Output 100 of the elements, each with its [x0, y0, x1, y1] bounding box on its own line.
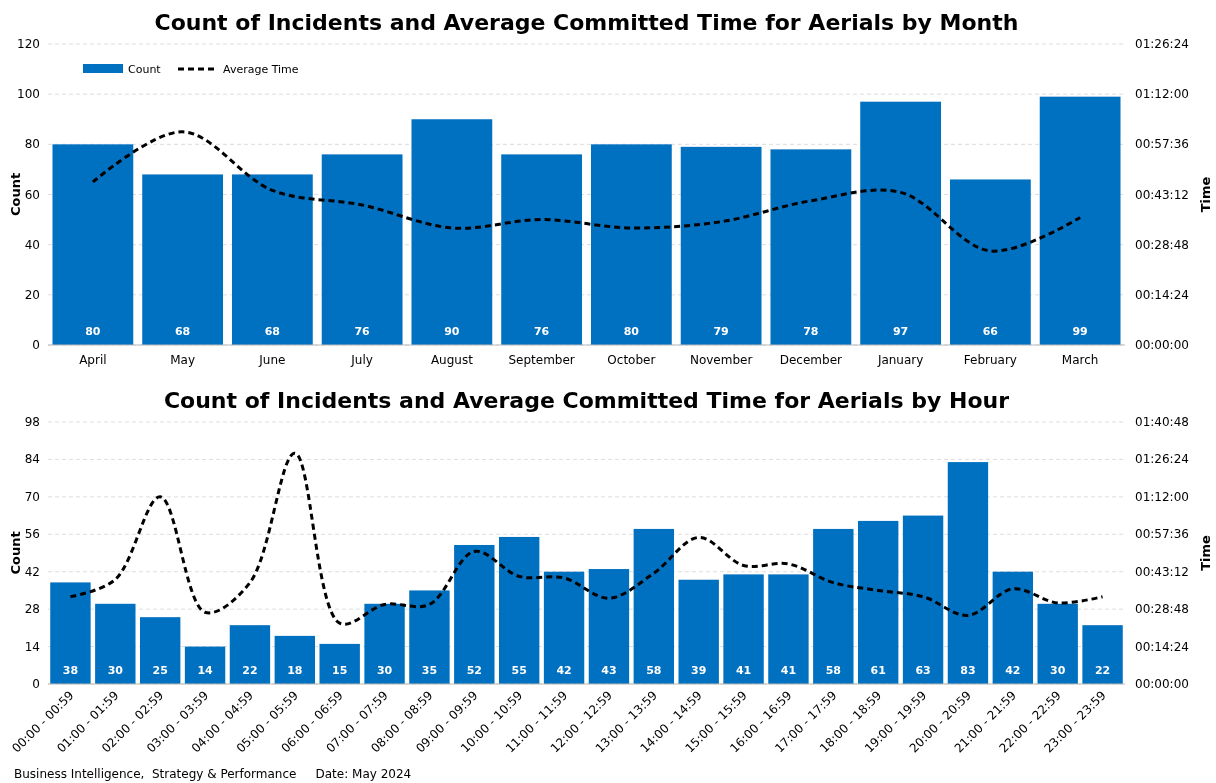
y2-tick-label: 01:26:24 [1135, 452, 1189, 467]
data-label: 41 [735, 664, 752, 677]
x-tick-label: March [1061, 353, 1099, 367]
y2-tick-label: 00:28:48 [1135, 237, 1189, 252]
legend-label: Count [128, 63, 162, 76]
bar [498, 536, 540, 684]
data-label: 58 [646, 664, 662, 677]
data-label: 35 [421, 664, 438, 677]
bar [184, 646, 226, 684]
data-label: 14 [197, 664, 214, 677]
data-label: 99 [1072, 325, 1088, 338]
y-tick-label: 84 [24, 452, 40, 467]
chart-title: Count of Incidents and Average Committed Time for Aerials by Hour [163, 388, 1010, 413]
bar [231, 174, 313, 345]
bar [857, 520, 899, 684]
chart-title: Count of Incidents and Average Committed Time for Aerials by Month [154, 10, 1019, 35]
y2-tick-label: 00:43:12 [1135, 187, 1189, 202]
data-label: 78 [803, 325, 819, 338]
y2-tick-label: 00:00:00 [1135, 338, 1189, 352]
bar [142, 174, 224, 345]
data-label: 22 [1094, 664, 1111, 677]
y2-axis-title: Time [1198, 176, 1213, 213]
data-label: 79 [713, 325, 729, 338]
y2-tick-label: 00:28:48 [1135, 602, 1189, 617]
line-series [91, 130, 1082, 253]
x-tick-label: December [779, 353, 843, 367]
data-label: 55 [511, 664, 527, 677]
data-label: 52 [466, 664, 482, 677]
y-axis-title: Count [8, 531, 23, 575]
y-tick-label: 120 [17, 37, 40, 51]
bar [768, 574, 809, 684]
line-series [68, 451, 1105, 626]
bar [409, 590, 450, 684]
data-label: 76 [533, 325, 550, 338]
bar [680, 146, 762, 345]
data-label: 18 [287, 664, 303, 677]
bar [50, 582, 91, 684]
y2-axis-title: Time [1198, 534, 1213, 571]
y-tick-label: 14 [24, 639, 40, 654]
bar [321, 154, 403, 345]
data-label: 15 [332, 664, 348, 677]
x-tick-label: November [689, 353, 753, 367]
y-tick-label: 60 [24, 187, 40, 202]
y2-tick-label: 00:43:12 [1135, 564, 1189, 579]
y2-tick-label: 00:57:36 [1135, 137, 1189, 152]
bar [1039, 96, 1121, 345]
legend-label: Average Time [223, 63, 299, 76]
y-tick-label: 100 [17, 87, 40, 102]
data-label: 43 [601, 664, 617, 677]
bar [274, 635, 316, 684]
data-label: 63 [915, 664, 931, 677]
bar [949, 179, 1031, 345]
y2-tick-label: 01:26:24 [1135, 37, 1189, 51]
bar [52, 144, 134, 345]
y-tick-label: 0 [32, 677, 40, 691]
x-tick-label: August [430, 353, 474, 367]
data-label: 41 [780, 664, 797, 677]
data-label: 76 [354, 325, 371, 338]
data-label: 80 [85, 325, 101, 338]
data-label: 42 [1005, 664, 1021, 677]
y-tick-label: 28 [24, 602, 40, 617]
data-label: 30 [107, 664, 124, 677]
data-label: 25 [152, 664, 168, 677]
bar [902, 515, 944, 684]
bar [992, 571, 1034, 684]
bar [813, 528, 854, 684]
bar [1082, 625, 1123, 684]
text: Business Intelligence, Strategy & Performance Date: May 2024 [14, 767, 412, 781]
bar [229, 625, 271, 684]
x-tick-label: January [876, 353, 924, 367]
x-tick-label: June [258, 353, 286, 367]
data-label: 42 [556, 664, 572, 677]
y-tick-label: 20 [24, 287, 40, 302]
data-label: 58 [825, 664, 841, 677]
y2-tick-label: 01:40:48 [1135, 415, 1189, 429]
data-label: 80 [623, 325, 640, 338]
bar [454, 544, 495, 684]
x-tick-label: October [607, 353, 656, 367]
y-tick-label: 0 [32, 338, 40, 352]
data-label: 68 [174, 325, 191, 338]
y2-tick-label: 01:12:00 [1135, 87, 1189, 102]
bar [411, 119, 493, 345]
y-tick-label: 70 [24, 489, 40, 504]
x-tick-label: February [963, 353, 1017, 367]
y2-tick-label: 01:12:00 [1135, 489, 1189, 504]
bar [1037, 603, 1078, 684]
x-tick-label: September [508, 353, 575, 367]
bar [364, 603, 405, 684]
x-tick-label: July [350, 353, 373, 367]
bar [860, 101, 942, 345]
bar [319, 643, 360, 684]
data-label: 38 [62, 664, 79, 677]
data-label: 39 [691, 664, 707, 677]
y2-tick-label: 00:57:36 [1135, 527, 1189, 542]
y-tick-label: 80 [24, 137, 40, 152]
x-tick-label: April [79, 353, 107, 367]
y-tick-label: 40 [24, 237, 40, 252]
data-label: 30 [376, 664, 393, 677]
bar [590, 144, 672, 345]
y2-tick-label: 00:00:00 [1135, 677, 1189, 691]
